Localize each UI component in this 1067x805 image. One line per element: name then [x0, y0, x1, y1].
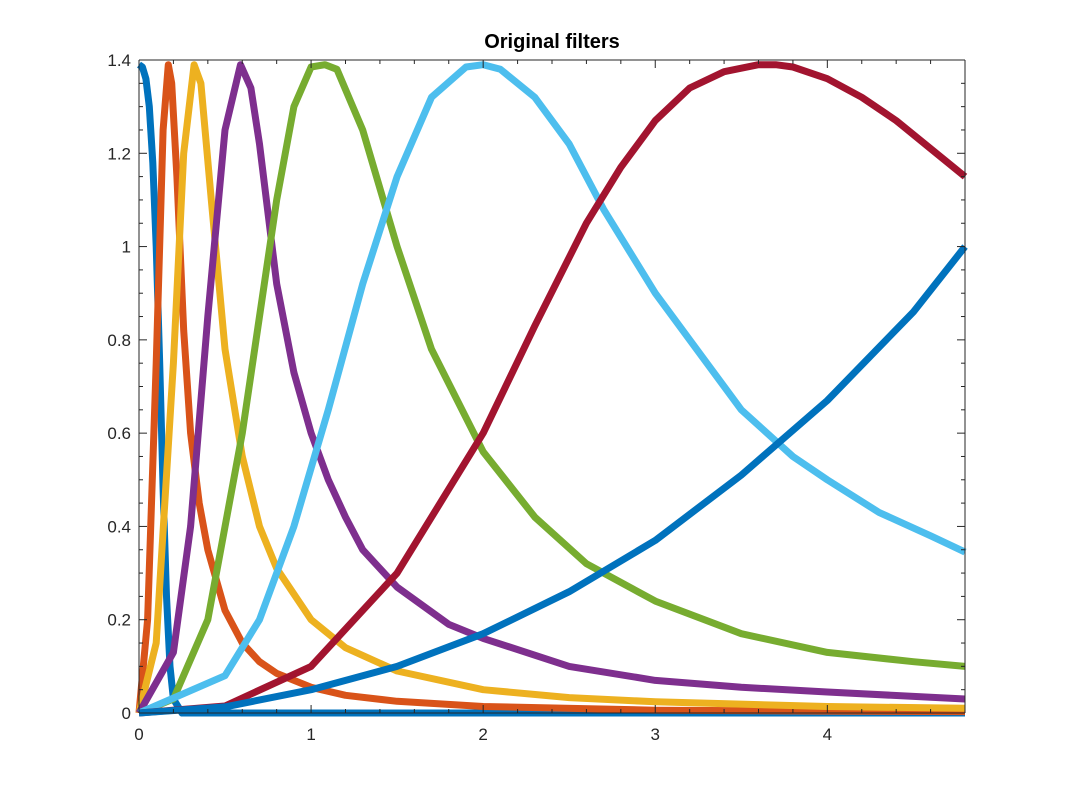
series-layer — [135, 61, 968, 717]
x-tick-label: 3 — [651, 725, 660, 744]
series-line-3 — [135, 61, 966, 714]
tick-layer: 0 1 2 3 4 0 0.2 0.4 0.6 0.8 1 1.2 1.4 — [107, 51, 966, 744]
series-line-4 — [135, 61, 966, 715]
chart-title: Original filters — [484, 31, 620, 53]
y-tick-label: 0.4 — [107, 517, 131, 536]
series-line-5 — [137, 61, 966, 717]
x-tick-label: 0 — [134, 725, 143, 744]
series-line-7 — [138, 61, 968, 717]
x-tick-label: 2 — [478, 725, 487, 744]
y-tick-label: 0 — [122, 704, 131, 723]
series-line-6 — [137, 61, 967, 717]
y-tick-label: 0.8 — [107, 331, 131, 350]
x-tick-label: 4 — [823, 725, 832, 744]
y-tick-label: 1.2 — [107, 144, 131, 163]
y-tick-label: 0.6 — [107, 424, 131, 443]
plot-area — [139, 60, 965, 713]
x-tick-label: 1 — [306, 725, 315, 744]
series-line-8 — [138, 244, 968, 717]
y-tick-label: 1 — [122, 238, 131, 257]
y-tick-label: 1.4 — [107, 51, 131, 70]
plot-background — [139, 60, 965, 713]
y-tick-label: 0.2 — [107, 611, 131, 630]
